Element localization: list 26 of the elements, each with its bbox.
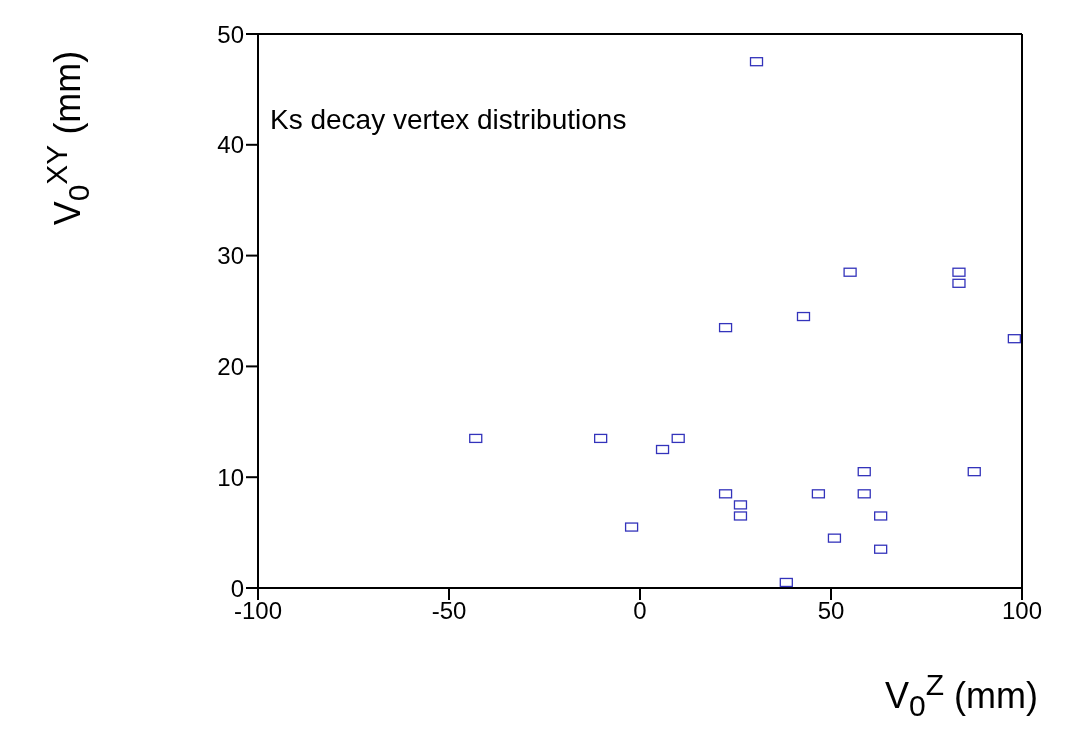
point (874, 544, 888, 554)
annotation: Ks decay vertex distributions (270, 104, 627, 136)
x-axis-title: V$_{0}$$^{Z}$ (mm) (885, 668, 1038, 724)
point (469, 433, 483, 444)
point (857, 467, 871, 477)
point (718, 322, 733, 333)
y-tick-label: 30 (217, 242, 244, 270)
point (796, 311, 811, 322)
point (594, 433, 608, 444)
point (655, 444, 670, 455)
x-tick-label: 100 (1001, 597, 1043, 625)
y-tick-label: 20 (217, 352, 244, 380)
point (843, 267, 857, 277)
x-tick-label: 50 (817, 597, 845, 625)
point (952, 278, 966, 288)
x-tick-label: -50 (431, 597, 467, 625)
point (857, 489, 871, 499)
y-tick-label: 50 (217, 20, 244, 48)
y-tick-label: 10 (217, 463, 244, 491)
point (671, 433, 685, 444)
point (952, 267, 966, 277)
y-tick-label: 40 (217, 131, 244, 159)
point (779, 577, 793, 588)
point (967, 467, 981, 477)
x-tick-label: 0 (633, 597, 647, 625)
point (874, 511, 888, 521)
